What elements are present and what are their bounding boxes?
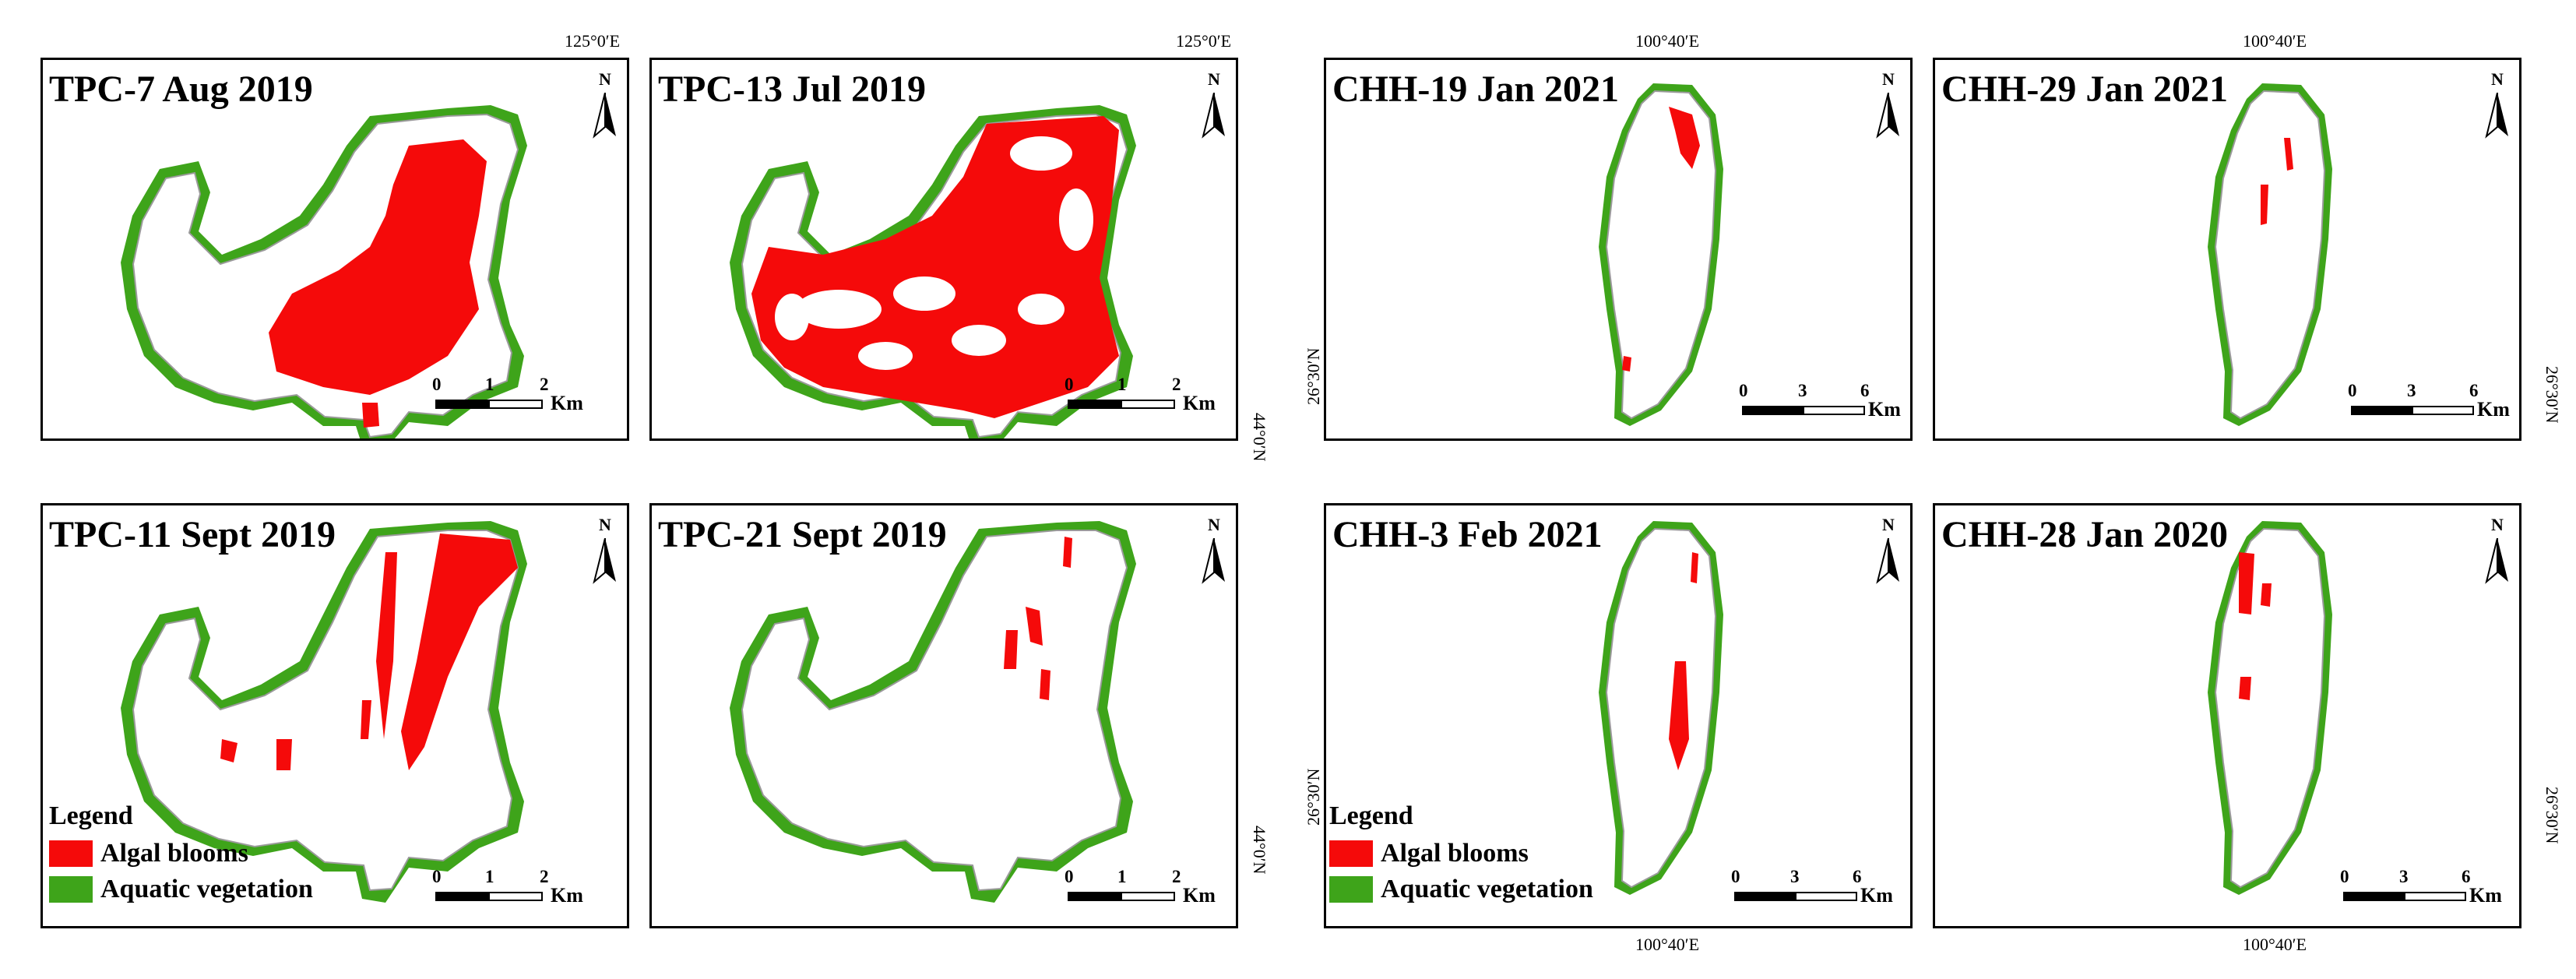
lake-water-surface bbox=[1605, 90, 1717, 420]
algal-bloom-area bbox=[2239, 552, 2254, 615]
map-panel-tpc-11-sept-2019: TPC-11 Sept 2019 N Legend Algal blooms A… bbox=[40, 503, 629, 928]
panel-title: CHH-28 Jan 2020 bbox=[1941, 514, 2229, 555]
latitude-label: 44°0′N bbox=[1250, 826, 1269, 875]
north-arrow: N bbox=[2480, 515, 2514, 593]
algal-bloom-area bbox=[362, 403, 379, 428]
latitude-label: 26°30′N bbox=[1304, 347, 1323, 406]
latitude-label: 44°0′N bbox=[1250, 413, 1269, 462]
scale-bar: 0 1 2 Km bbox=[432, 867, 583, 907]
scale-bar: 0 3 6 Km bbox=[1739, 381, 1901, 421]
legend-title: Legend bbox=[49, 801, 133, 830]
algal-bloom-area bbox=[1691, 552, 1698, 583]
panel-title: CHH-19 Jan 2021 bbox=[1332, 69, 1620, 110]
panel-title: TPC-21 Sept 2019 bbox=[658, 514, 947, 555]
algal-bloom-area bbox=[1669, 107, 1700, 169]
legend-item-algal: Algal blooms bbox=[49, 836, 313, 872]
lake-water-surface bbox=[132, 530, 519, 892]
north-arrow: N bbox=[2480, 69, 2514, 147]
longitude-label: 100°40′E bbox=[2243, 31, 2307, 51]
legend-item-vegetation: Aquatic vegetation bbox=[49, 872, 313, 907]
lake-map bbox=[1599, 83, 1723, 426]
algal-bloom-area bbox=[361, 700, 371, 739]
scale-bar: 0 3 6 Km bbox=[2340, 867, 2502, 907]
algal-bloom-area bbox=[1063, 537, 1072, 568]
legend: Legend Algal blooms Aquatic vegetation bbox=[49, 801, 313, 907]
lake-map bbox=[121, 105, 527, 438]
algal-bloom-area bbox=[1004, 630, 1018, 669]
latitude-label: 26°30′N bbox=[2543, 787, 2562, 844]
algal-bloom-area bbox=[2261, 583, 2272, 607]
north-arrow: N bbox=[1197, 515, 1231, 593]
scale-bar: 0 1 2 Km bbox=[1065, 375, 1216, 414]
algal-bloom-gaps bbox=[775, 136, 1093, 370]
algal-bloom-area bbox=[2239, 677, 2251, 700]
scale-bar: 0 1 2 Km bbox=[1065, 867, 1216, 907]
north-arrow: N bbox=[588, 69, 622, 147]
north-arrow: N bbox=[1197, 69, 1231, 147]
algal-bloom-area bbox=[2261, 185, 2268, 225]
north-arrow: N bbox=[1871, 69, 1906, 147]
north-arrow: N bbox=[588, 515, 622, 593]
algal-bloom-area bbox=[1040, 669, 1050, 700]
legend: Legend Algal blooms Aquatic vegetation bbox=[1329, 801, 1593, 907]
lake-water-surface bbox=[2214, 527, 2326, 889]
map-panel-chh-29-jan-2021: CHH-29 Jan 2021 N 0 3 6 Km bbox=[1933, 58, 2521, 441]
map-panel-chh-28-jan-2020: CHH-28 Jan 2020 N 0 3 6 Km bbox=[1933, 503, 2521, 928]
map-panel-chh-19-jan-2021: CHH-19 Jan 2021 N 0 3 6 Km bbox=[1324, 58, 1913, 441]
lake-map bbox=[730, 105, 1136, 438]
algal-bloom-area bbox=[269, 139, 487, 395]
north-arrow: N bbox=[1871, 515, 1906, 593]
map-panel-tpc-21-sept-2019: TPC-21 Sept 2019 N 0 1 2 Km bbox=[649, 503, 1238, 928]
map-panel-chh-3-feb-2021: CHH-3 Feb 2021 N Legend Algal blooms Aqu… bbox=[1324, 503, 1913, 928]
algal-bloom-area bbox=[751, 116, 1119, 418]
panel-title: TPC-7 Aug 2019 bbox=[49, 69, 313, 110]
lake-water-surface bbox=[1605, 527, 1717, 889]
map-panel-tpc-13-jul-2019: TPC-13 Jul 2019 N 0 1 2 Km bbox=[649, 58, 1238, 441]
algal-bloom-area bbox=[376, 552, 397, 739]
panel-title: TPC-13 Jul 2019 bbox=[658, 69, 927, 110]
legend-item-vegetation: Aquatic vegetation bbox=[1329, 872, 1593, 907]
longitude-label: 100°40′E bbox=[1635, 935, 1700, 954]
longitude-label: 100°40′E bbox=[2243, 935, 2307, 954]
panel-title: TPC-11 Sept 2019 bbox=[49, 514, 336, 555]
lake-map bbox=[1599, 521, 1723, 895]
algal-bloom-area bbox=[276, 739, 292, 770]
lake-water-surface bbox=[2214, 90, 2326, 420]
longitude-label: 100°40′E bbox=[1635, 31, 1700, 51]
algal-bloom-area bbox=[220, 739, 238, 762]
scale-bar: 0 3 6 Km bbox=[2348, 381, 2510, 421]
algal-bloom-area bbox=[1622, 356, 1631, 372]
algal-swatch bbox=[49, 840, 93, 867]
latitude-label: 26°30′N bbox=[1304, 768, 1323, 826]
scale-bar: 0 1 2 Km bbox=[432, 375, 583, 414]
map-panel-tpc-7-aug-2019: TPC-7 Aug 2019 N 0 1 2 Km bbox=[40, 58, 629, 441]
scale-bar: 0 3 6 Km bbox=[1731, 867, 1893, 907]
north-arrow-icon bbox=[593, 93, 616, 139]
legend-title: Legend bbox=[1329, 801, 1413, 830]
legend-item-algal: Algal blooms bbox=[1329, 836, 1593, 872]
longitude-label: 125°0′E bbox=[1176, 31, 1232, 51]
lake-map bbox=[730, 521, 1136, 903]
longitude-label: 125°0′E bbox=[565, 31, 621, 51]
panel-title: CHH-29 Jan 2021 bbox=[1941, 69, 2229, 110]
lake-map bbox=[121, 521, 527, 903]
algal-bloom-area bbox=[1669, 661, 1689, 770]
algal-bloom-area bbox=[401, 534, 518, 770]
panel-title: CHH-3 Feb 2021 bbox=[1332, 514, 1603, 555]
algal-bloom-area bbox=[2284, 138, 2293, 171]
algal-bloom-area bbox=[1026, 607, 1043, 646]
latitude-label: 26°30′N bbox=[2543, 366, 2562, 424]
vegetation-swatch bbox=[49, 876, 93, 903]
lake-map bbox=[2208, 521, 2332, 895]
lake-map bbox=[2208, 83, 2332, 426]
